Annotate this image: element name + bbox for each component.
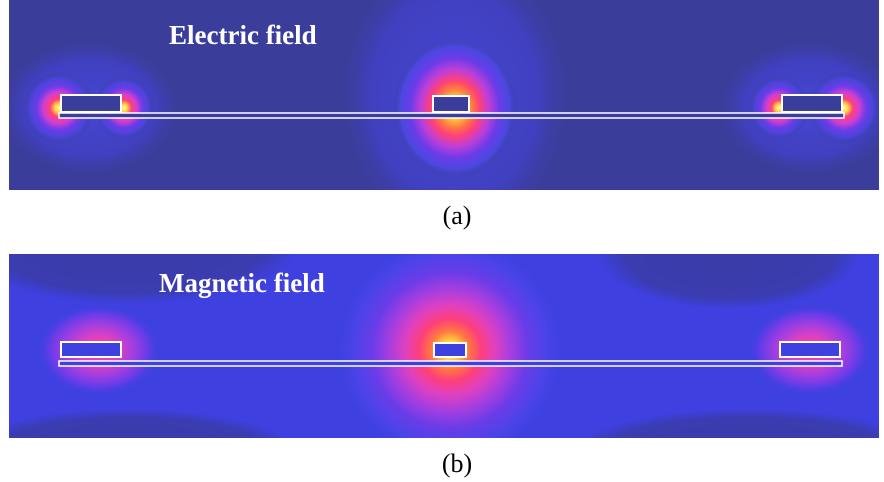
center-conductor [433, 342, 467, 358]
panel-title: Electric field [169, 20, 317, 50]
left-hotspot-outer [23, 72, 95, 144]
substrate-strip [58, 360, 843, 367]
magnetic-field-map [9, 254, 879, 438]
panel-caption: (b) [441, 449, 473, 478]
dark-lobe [9, 254, 297, 304]
left-hotspot-inner [94, 76, 154, 140]
substrate-strip [58, 112, 845, 119]
dark-lobe [9, 409, 288, 438]
right-hotspot-outer [808, 72, 879, 144]
magnetic-field-panel: Magnetic field [9, 254, 879, 438]
left-conductor [60, 341, 122, 358]
dark-lobe [580, 409, 879, 438]
panel-caption: (a) [442, 201, 472, 230]
electric-field-panel: Electric field [9, 0, 879, 190]
left-conductor [60, 94, 122, 113]
right-conductor [781, 94, 843, 113]
electric-field-map [9, 0, 879, 190]
right-hotspot-inner [749, 76, 809, 140]
dark-lobe [599, 254, 859, 309]
center-conductor [432, 95, 470, 113]
panel-title: Magnetic field [159, 268, 325, 298]
right-conductor [779, 341, 841, 358]
